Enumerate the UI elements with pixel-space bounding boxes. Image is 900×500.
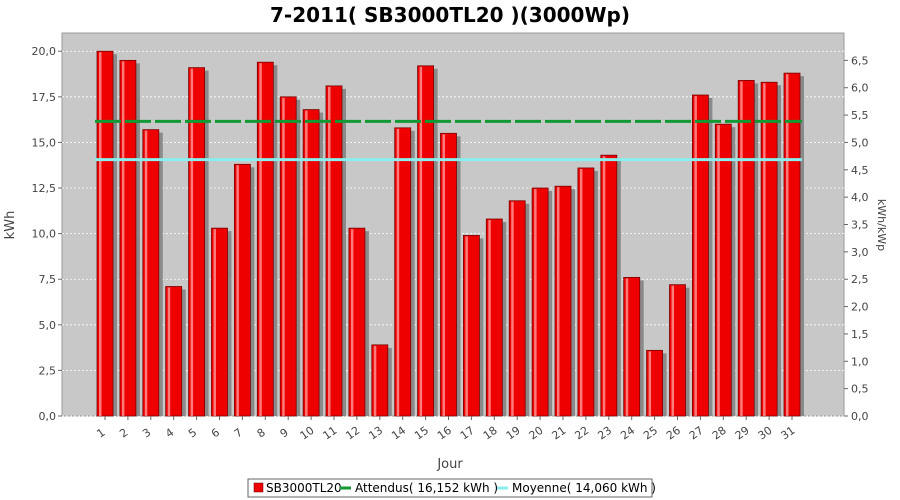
y2-tick-label: 3,0 (851, 246, 869, 259)
y2-tick-label: 3,5 (851, 219, 869, 232)
bar-highlight (671, 285, 674, 416)
legend-swatch-bar (253, 482, 264, 493)
y-tick-label: 2,5 (39, 364, 57, 377)
y-tick-label: 5,0 (39, 319, 57, 332)
y2-axis-label: kWh/kWp (875, 199, 888, 251)
y2-tick-label: 5,5 (851, 109, 869, 122)
y2-tick-label: 4,5 (851, 164, 869, 177)
bar-highlight (442, 134, 445, 417)
bar-highlight (121, 61, 125, 416)
y-tick-label: 17,5 (32, 91, 57, 104)
y-tick-label: 10,0 (32, 228, 57, 241)
bar-highlight (557, 187, 560, 416)
y-axis: 0,0 2,5 5,0 7,5 10,0 12,5 15,0 17,5 20,0 (32, 45, 62, 423)
bar-highlight (373, 345, 377, 416)
bar-highlight (282, 97, 285, 416)
bar-highlight (763, 83, 766, 416)
bar-highlight (213, 229, 216, 416)
bar-highlight (236, 165, 239, 416)
bar-highlight (602, 156, 606, 416)
bar-highlight (419, 66, 423, 416)
legend-entry-attendus: Attendus( 16,152 kWh ) (355, 481, 498, 495)
bar-highlight (350, 229, 354, 416)
legend-box (247, 478, 653, 498)
bar-highlight (625, 278, 629, 416)
bar-highlight (167, 287, 171, 416)
y2-tick-label: 0,0 (851, 410, 869, 423)
y2-tick-label: 2,5 (851, 273, 869, 286)
bar-highlight (328, 86, 331, 416)
legend-entry-series: SB3000TL20 (266, 481, 342, 495)
y2-axis: 0,0 0,5 1,0 1,5 2,0 2,5 3,0 3,5 4,0 4,5 5,0 5,5 6,0 6… (844, 54, 869, 423)
bar-highlight (648, 351, 652, 416)
y2-tick-label: 0,5 (851, 383, 869, 396)
y2-tick-label: 6,0 (851, 82, 869, 95)
y-tick-label: 20,0 (32, 45, 57, 58)
y2-tick-label: 4,0 (851, 191, 869, 204)
bar-highlight (396, 128, 400, 417)
bar-highlight (99, 52, 102, 416)
bar-highlight (579, 168, 583, 416)
x-axis-label: Jour (436, 457, 463, 472)
bar-highlight (694, 96, 697, 416)
bar-highlight (786, 74, 789, 416)
y2-tick-label: 1,0 (851, 355, 869, 368)
bar-highlight (465, 236, 468, 416)
y2-tick-label: 5,0 (851, 136, 869, 149)
y2-tick-label: 1,5 (851, 328, 869, 341)
bar-highlight (740, 81, 743, 417)
reference-lines (95, 119, 802, 162)
bar-highlight (534, 189, 537, 416)
bar-highlight (511, 201, 514, 416)
y-tick-label: 12,5 (32, 182, 57, 195)
y2-tick-label: 2,0 (851, 301, 869, 314)
bar-highlight (259, 63, 262, 416)
legend: SB3000TL20 Attendus( 16,152 kWh ) Moyenn… (247, 478, 656, 498)
y-tick-label: 7,5 (39, 273, 57, 286)
y-tick-label: 15,0 (32, 136, 57, 149)
y-axis-label: kWh (3, 211, 18, 240)
bars (96, 50, 804, 417)
bar-highlight (488, 220, 491, 416)
y-tick-label: 0,0 (39, 410, 57, 423)
y2-tick-label: 6,5 (851, 54, 869, 67)
bar-highlight (717, 125, 720, 416)
legend-entry-moyenne: Moyenne( 14,060 kWh ) (512, 481, 656, 495)
bar-highlight (305, 110, 308, 416)
bar-highlight (144, 130, 148, 416)
bar-highlight (190, 68, 194, 417)
chart-title: 7-2011( SB3000TL20 )(3000Wp) (270, 3, 630, 27)
